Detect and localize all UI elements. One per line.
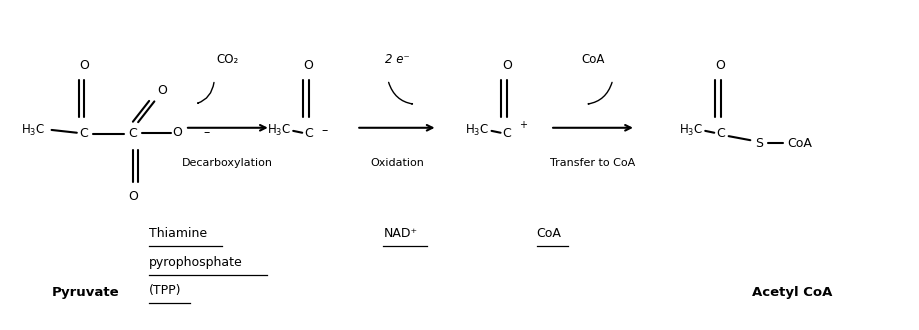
Text: Decarboxylation: Decarboxylation	[182, 158, 273, 168]
Text: CoA: CoA	[536, 227, 561, 240]
Text: O: O	[502, 59, 511, 72]
Text: O: O	[157, 84, 167, 97]
Text: C: C	[715, 127, 724, 141]
Text: +: +	[519, 120, 527, 130]
FancyArrowPatch shape	[587, 82, 611, 104]
Text: CO₂: CO₂	[217, 53, 239, 66]
Text: CoA: CoA	[787, 137, 811, 150]
Text: CoA: CoA	[581, 53, 604, 66]
Text: H$_3$C: H$_3$C	[21, 123, 45, 138]
Text: H$_3$C: H$_3$C	[267, 123, 290, 138]
Text: C: C	[129, 127, 137, 141]
Text: C: C	[304, 127, 312, 141]
Text: O: O	[172, 126, 182, 139]
Text: H$_3$C: H$_3$C	[678, 123, 702, 138]
Text: C: C	[80, 127, 88, 141]
FancyArrowPatch shape	[198, 82, 214, 103]
Text: H$_3$C: H$_3$C	[465, 123, 489, 138]
Text: O: O	[128, 189, 138, 203]
FancyArrowPatch shape	[388, 82, 412, 104]
Text: (TPP): (TPP)	[149, 284, 181, 297]
Text: O: O	[715, 59, 725, 72]
Text: –: –	[321, 124, 327, 137]
Text: NAD⁺: NAD⁺	[383, 227, 417, 240]
Text: S: S	[754, 137, 763, 150]
Text: Transfer to CoA: Transfer to CoA	[550, 158, 635, 168]
Text: Oxidation: Oxidation	[369, 158, 424, 168]
Text: –: –	[203, 126, 209, 139]
Text: Acetyl CoA: Acetyl CoA	[751, 286, 831, 299]
Text: C: C	[502, 127, 511, 141]
Text: O: O	[303, 59, 313, 72]
Text: 2 e⁻: 2 e⁻	[384, 53, 409, 66]
Text: Pyruvate: Pyruvate	[52, 286, 119, 299]
Text: Thiamine: Thiamine	[149, 227, 207, 240]
Text: O: O	[79, 59, 89, 72]
Text: pyrophosphate: pyrophosphate	[149, 255, 243, 269]
